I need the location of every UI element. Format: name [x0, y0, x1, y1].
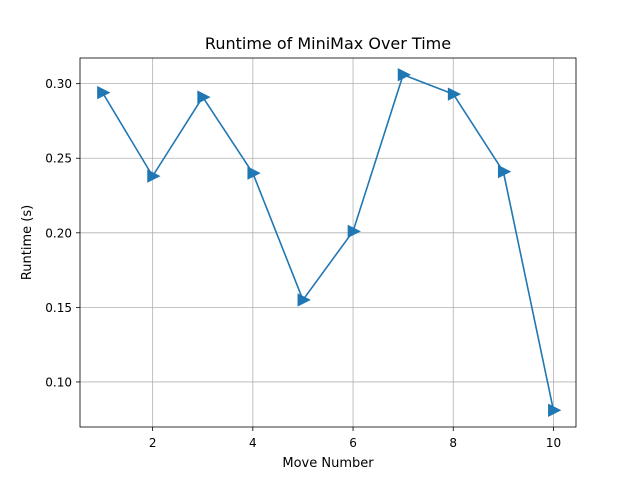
data-point-marker [297, 293, 311, 307]
data-point-marker [97, 85, 111, 100]
y-tick-label: 0.20 [45, 226, 72, 240]
x-tick-label: 10 [546, 436, 561, 450]
x-axis-ticks: 2 4 6 8 10 [149, 427, 561, 450]
grid [80, 58, 576, 427]
x-tick-label: 8 [449, 436, 457, 450]
data-point-marker [397, 68, 412, 82]
x-tick-label: 4 [249, 436, 257, 450]
data-point-marker [447, 87, 462, 101]
plot-area-frame [79, 57, 577, 428]
data-point-marker [197, 90, 211, 104]
series-layer [97, 68, 562, 417]
data-point-marker [497, 165, 512, 179]
y-tick-label: 0.10 [45, 375, 72, 389]
data-point-marker [247, 166, 261, 180]
chart-title: Runtime of MiniMax Over Time [205, 34, 451, 53]
data-point-marker [548, 403, 562, 417]
data-point-marker [147, 169, 161, 183]
y-tick-label: 0.30 [45, 77, 72, 91]
y-axis-ticks: 0.10 0.15 0.20 0.25 0.30 [45, 77, 80, 389]
y-tick-label: 0.25 [45, 152, 72, 166]
y-axis-label: Runtime (s) [20, 205, 35, 280]
x-axis-label: Move Number [282, 456, 374, 471]
x-tick-label: 2 [149, 436, 157, 450]
series-line [101, 73, 555, 411]
data-point-marker [347, 224, 361, 238]
y-tick-label: 0.15 [45, 301, 72, 315]
x-tick-label: 6 [349, 436, 357, 450]
